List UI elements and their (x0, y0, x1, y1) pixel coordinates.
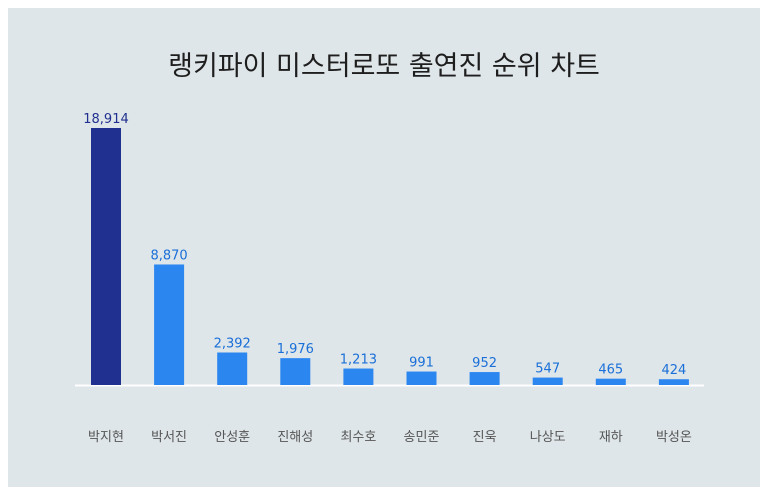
bar-9 (595, 378, 626, 385)
bar-4 (280, 358, 311, 385)
bar-8 (532, 377, 563, 385)
category-label-5: 최수호 (340, 430, 376, 445)
bars-group (91, 128, 689, 385)
bar-2 (154, 264, 185, 385)
bar-5 (343, 368, 374, 385)
bar-10 (658, 379, 689, 385)
value-label-5: 1,213 (340, 353, 377, 368)
category-label-10: 박성온 (656, 430, 692, 445)
value-label-1: 18,914 (83, 112, 129, 127)
category-labels-group: 박지현 박서진 안성훈 진해성 최수호 송민준 진욱 나상도 재하 박성온 (88, 430, 692, 445)
value-label-4: 1,976 (277, 342, 314, 357)
value-label-10: 424 (661, 363, 686, 378)
value-label-6: 991 (409, 356, 434, 371)
category-label-9: 재하 (599, 430, 623, 445)
value-label-7: 952 (472, 356, 497, 371)
value-label-8: 547 (535, 362, 560, 377)
chart-title: 랭키파이 미스터로또 출연진 순위 차트 (168, 51, 600, 82)
category-label-2: 박서진 (151, 430, 187, 445)
value-label-3: 2,392 (214, 336, 251, 351)
bar-3 (217, 352, 248, 385)
category-label-6: 송민준 (404, 430, 440, 445)
value-label-2: 8,870 (150, 248, 187, 263)
category-label-3: 안성훈 (214, 430, 250, 445)
category-label-1: 박지현 (88, 430, 124, 445)
category-label-7: 진욱 (473, 430, 497, 445)
value-label-9: 465 (598, 363, 623, 378)
chart-panel (8, 8, 760, 487)
value-labels-group: 18,914 8,870 2,392 1,976 1,213 991 952 547 465 42… (83, 112, 686, 378)
category-label-8: 나상도 (530, 430, 566, 445)
bar-1 (91, 128, 121, 385)
bar-7 (469, 372, 500, 385)
category-label-4: 진해성 (277, 430, 313, 445)
bar-6 (406, 371, 437, 385)
